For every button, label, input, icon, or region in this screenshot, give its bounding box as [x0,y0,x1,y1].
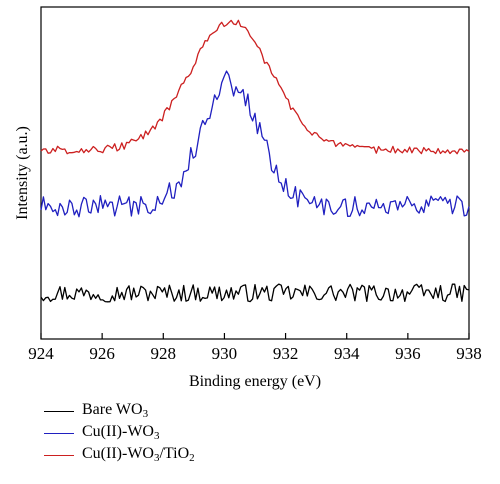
x-tick-label: 934 [334,344,360,363]
series-line-2 [40,19,470,155]
legend-swatch [44,455,74,456]
legend: Bare WO3 Cu(II)-WO3 Cu(II)-WO3/TiO2 [40,400,300,466]
x-axis-ticks: 924 926 928 930 932 934 936 938 [28,333,482,363]
legend-swatch [44,411,74,412]
x-tick-label: 938 [456,344,482,363]
x-axis-title: Binding energy (eV) [189,373,321,390]
series-line-0 [40,283,470,303]
legend-label: Cu(II)-WO3 [82,423,160,442]
legend-label: Cu(II)-WO3/TiO2 [82,445,195,464]
legend-label: Bare WO3 [82,401,149,420]
legend-swatch [44,433,74,434]
series-layer [40,19,470,303]
x-tick-label: 936 [395,344,421,363]
legend-item: Cu(II)-WO3 [40,422,300,444]
legend-item: Cu(II)-WO3/TiO2 [40,444,300,466]
x-tick-label: 924 [28,344,54,363]
series-line-1 [40,70,470,218]
y-axis-title: Intensity (a.u.) [14,126,31,220]
plot-frame [40,6,470,340]
x-tick-label: 932 [273,344,299,363]
legend-item: Bare WO3 [40,400,300,422]
x-tick-label: 930 [212,344,238,363]
xps-chart: 924 926 928 930 932 934 936 938 Binding energy … [14,6,482,390]
x-tick-label: 926 [89,344,115,363]
x-tick-label: 928 [151,344,177,363]
